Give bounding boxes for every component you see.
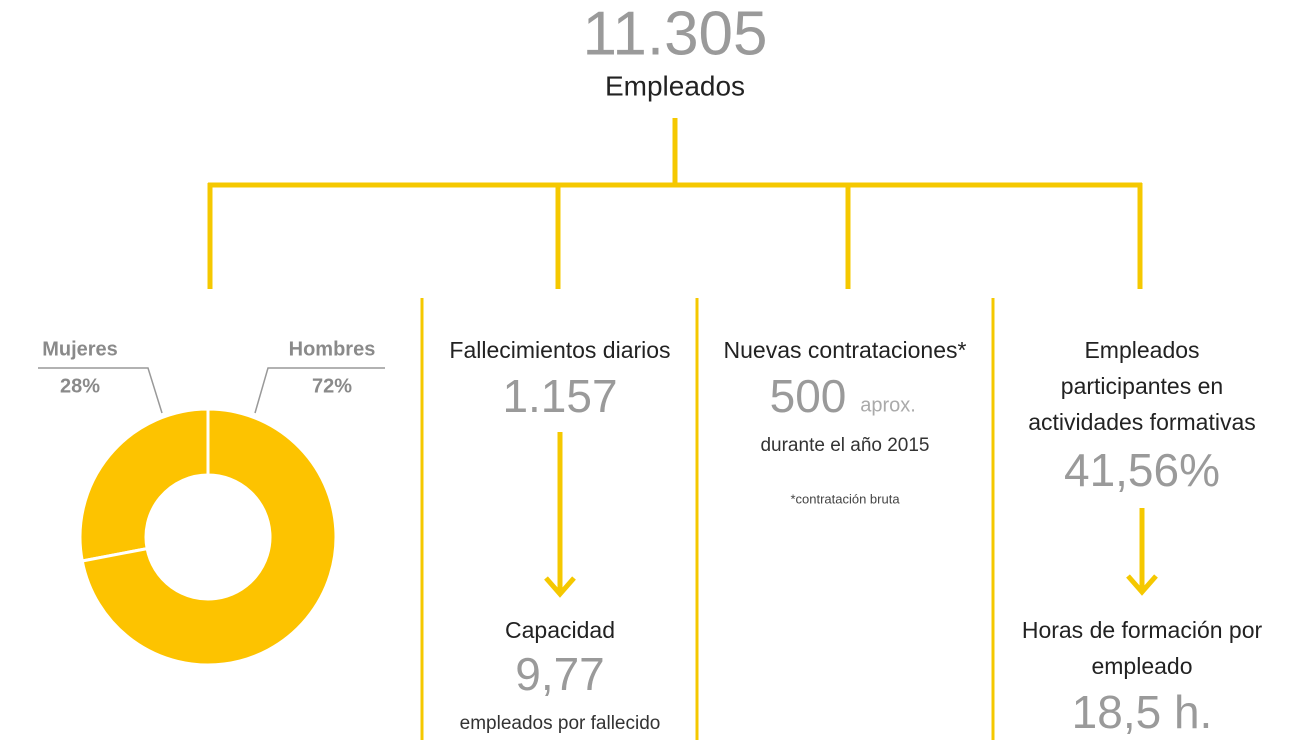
deaths-title: Fallecimientos diarios (449, 337, 670, 363)
data-label: 72% (312, 375, 352, 397)
column-dividers (420, 298, 995, 740)
hiring-note: durante el año 2015 (760, 435, 929, 456)
hiring-unit: aprox. (860, 394, 916, 416)
legend-label: Hombres (289, 338, 376, 360)
arrow (1126, 508, 1158, 596)
donut-segment (80, 407, 338, 667)
training-title: Empleados (1084, 337, 1199, 363)
training-title: participantes en (1061, 373, 1223, 399)
hours-value: 18,5 h. (1072, 686, 1213, 738)
hours-title: Horas de formación por (1022, 617, 1263, 643)
deaths-value: 1.157 (502, 370, 617, 422)
capacity-title: Capacidad (505, 617, 615, 643)
arrow (544, 432, 576, 598)
donut-chart (78, 407, 338, 667)
hiring-title: Nuevas contrataciones* (724, 337, 967, 363)
capacity-value: 9,77 (515, 648, 605, 700)
donut-segment (78, 407, 210, 563)
data-label: 28% (60, 375, 100, 397)
leader-line (254, 367, 385, 414)
leader-line (38, 367, 163, 414)
total: 11.305 (582, 0, 767, 68)
connector-tree (207, 118, 1143, 289)
hiring-value: 500 (770, 370, 847, 422)
capacity-note: empleados por fallecido (460, 713, 661, 734)
hours-title: empleado (1091, 653, 1192, 679)
training-value: 41,56% (1064, 444, 1220, 496)
hiring-footnote: *contratación bruta (790, 491, 900, 506)
legend-label: Mujeres (42, 338, 118, 360)
training-title: actividades formativas (1028, 409, 1256, 435)
total-label: Empleados (605, 70, 745, 101)
